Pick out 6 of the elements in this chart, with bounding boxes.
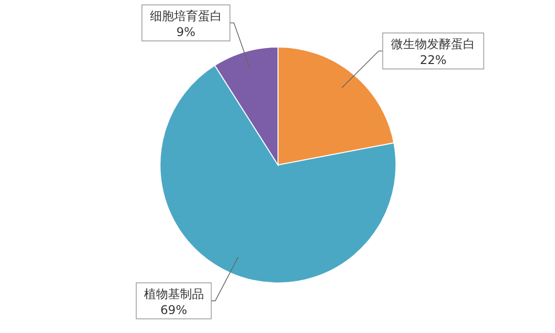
slice-label: 植物基制品	[144, 286, 204, 301]
data-label: 69%	[160, 302, 188, 317]
slice-label: 微生物发酵蛋白	[391, 36, 476, 51]
data-label: 22%	[420, 52, 447, 67]
data-label: 9%	[176, 24, 196, 39]
slice-label: 细胞培育蛋白	[150, 8, 222, 23]
